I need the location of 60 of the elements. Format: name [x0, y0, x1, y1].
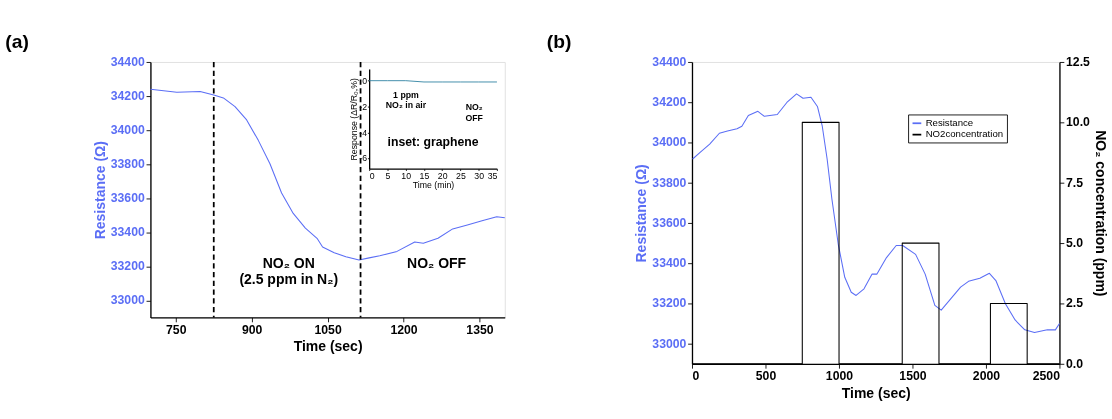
- legend-label: Resistance: [925, 116, 974, 128]
- y2-tick-label: 12.5: [1066, 54, 1091, 69]
- y-tick-label: 34400: [652, 54, 687, 69]
- line-series: [692, 93, 1061, 333]
- legend-label: NO2concentration: [925, 128, 1004, 140]
- y-tick-label: 33600: [110, 191, 145, 206]
- x-tick-label: 25: [456, 170, 466, 181]
- x-tick-label: 35: [487, 170, 498, 181]
- y2-tick-label: 2.5: [1066, 296, 1084, 311]
- y-tick-label: 34000: [110, 123, 145, 138]
- y2-tick-label: 7.5: [1066, 175, 1084, 190]
- x-axis-title: Time (min): [412, 180, 455, 191]
- y-axis-title: Response (ΔR/R₀,%): [348, 78, 359, 161]
- x-tick-label: 900: [241, 322, 263, 337]
- x-tick-label: 0: [369, 170, 375, 181]
- annotation: NO₂ OFF: [465, 102, 484, 123]
- x-tick-label: 10: [401, 170, 412, 181]
- y2-tick-label: 10.0: [1066, 115, 1091, 130]
- y-tick-label: 34200: [110, 89, 145, 104]
- x-tick-label: 20: [437, 170, 448, 181]
- x-tick-label: 15: [419, 170, 430, 181]
- y-tick-label: 33800: [652, 175, 687, 190]
- annotation: NO₂ ON (2.5 ppm in N₂): [239, 255, 339, 288]
- y-tick-label: 34400: [110, 54, 145, 69]
- y-tick-label: 33200: [110, 259, 145, 274]
- x-tick-label: 1500: [899, 369, 927, 384]
- x-tick-label: 500: [755, 369, 777, 384]
- x-tick-label: 5: [385, 170, 391, 181]
- x-tick-label: 750: [166, 322, 187, 337]
- y-tick-label: 33600: [652, 215, 687, 230]
- x-tick-label: 1200: [390, 322, 418, 337]
- x-tick-label: 1000: [825, 369, 854, 384]
- y-tick-label: -6: [359, 153, 368, 164]
- x-tick-label: 2000: [972, 369, 1001, 384]
- annotation: inset: graphene: [387, 135, 479, 150]
- x-tick-label: 30: [474, 170, 485, 181]
- chart-title: (a): [5, 31, 29, 53]
- y-axis-title: Resistance (Ω): [633, 164, 650, 263]
- annotation: NO₂ OFF: [407, 255, 467, 272]
- x-tick-label: 1350: [466, 322, 494, 337]
- annotation: 1 ppm NO₂ in air: [385, 89, 427, 111]
- y-tick-label: 33000: [652, 336, 687, 351]
- x-axis-title: Time (sec): [293, 338, 363, 355]
- y-tick-label: 34200: [652, 95, 687, 110]
- y-tick-label: 33400: [652, 256, 687, 271]
- chart-title: (b): [546, 31, 572, 53]
- x-tick-label: 1050: [314, 322, 342, 337]
- y-tick-label: 33800: [110, 157, 145, 172]
- x-tick-label: 2500: [1032, 369, 1061, 384]
- y2-tick-label: 0.0: [1066, 356, 1084, 371]
- y-tick-label: 0: [362, 75, 368, 86]
- y-tick-label: 33000: [110, 293, 145, 308]
- y-tick-label: 33200: [652, 296, 687, 311]
- y-tick-label: 34000: [652, 135, 687, 150]
- y2-axis-title: NO₂ concentration (ppm): [1093, 130, 1110, 297]
- y2-tick-label: 5.0: [1066, 236, 1084, 251]
- x-axis-title: Time (sec): [841, 384, 911, 401]
- x-tick-label: 0: [692, 369, 700, 384]
- y-axis-title: Resistance (Ω): [91, 141, 108, 240]
- y-tick-label: 33400: [110, 225, 145, 240]
